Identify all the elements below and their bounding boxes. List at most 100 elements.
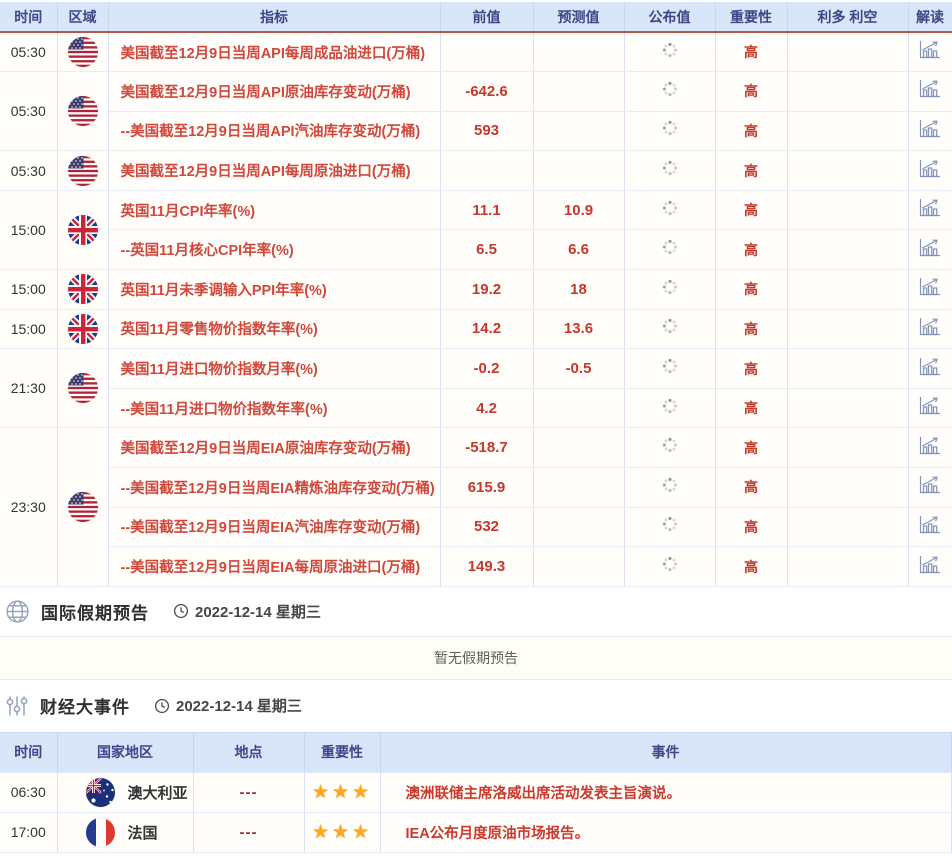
published-value-cell — [624, 348, 716, 389]
bull-bear-cell — [787, 111, 909, 152]
bull-bear-cell — [787, 32, 909, 73]
indicator-cell[interactable]: 英国11月CPI年率(%) — [108, 190, 441, 231]
au-flag-icon — [85, 777, 115, 807]
calendar-row: 15:00 英国11月零售物价指数年率(%) 14.2 13.6 高 — [0, 309, 952, 350]
indicator-cell[interactable]: 美国截至12月9日当周EIA原油库存变动(万桶) — [108, 427, 441, 469]
interpret-cell — [908, 427, 952, 469]
indicator-cell[interactable]: 英国11月零售物价指数年率(%) — [108, 309, 441, 350]
bull-bear-cell — [787, 309, 909, 350]
bar-chart-arrow-icon[interactable] — [918, 395, 942, 416]
forecast-value-cell — [533, 388, 625, 429]
interpret-cell — [908, 467, 952, 508]
indicator-cell[interactable]: --美国截至12月9日当周API汽油库存变动(万桶) — [108, 111, 441, 152]
bar-chart-arrow-icon[interactable] — [918, 78, 942, 99]
published-value-cell — [624, 388, 716, 429]
bar-chart-arrow-icon[interactable] — [918, 435, 942, 456]
event-text-cell[interactable]: IEA公布月度原油市场报告。 — [380, 812, 952, 853]
indicator-cell[interactable]: 美国截至12月9日当周API原油库存变动(万桶) — [108, 71, 441, 112]
forecast-value-cell: 13.6 — [533, 309, 625, 350]
globe-icon — [5, 599, 30, 624]
interpret-cell — [908, 269, 952, 310]
col-header-time: 时间 — [0, 0, 58, 33]
indicator-cell[interactable]: --美国截至12月9日当周EIA精炼油库存变动(万桶) — [108, 467, 441, 508]
us-flag-icon — [67, 96, 98, 127]
time-cell: 05:30 — [0, 32, 58, 73]
events-section-title: 财经大事件 — [40, 698, 130, 718]
holiday-section-date: 2022-12-14 星期三 — [173, 601, 321, 622]
indicator-cell[interactable]: 美国截至12月9日当周API每周原油进口(万桶) — [108, 150, 441, 191]
indicator-cell[interactable]: 英国11月未季调输入PPI年率(%) — [108, 269, 441, 310]
bar-chart-arrow-icon[interactable] — [918, 118, 942, 139]
indicator-cell[interactable]: --美国截至12月9日当周EIA每周原油进口(万桶) — [108, 546, 441, 587]
bull-bear-cell — [787, 348, 909, 389]
region-flag-cell — [57, 71, 109, 152]
uk-flag-icon — [67, 274, 98, 305]
spinner-icon — [662, 318, 678, 334]
indicator-cell[interactable]: --美国11月进口物价指数年率(%) — [108, 388, 441, 429]
bar-chart-arrow-icon[interactable] — [918, 474, 942, 495]
calendar-header-row: 时间 区域 指标 前值 预测值 公布值 重要性 利多 利空 解读 — [0, 0, 952, 33]
bull-bear-cell — [787, 427, 909, 469]
bar-chart-arrow-icon[interactable] — [918, 514, 942, 535]
interpret-cell — [908, 388, 952, 429]
bar-chart-arrow-icon[interactable] — [918, 237, 942, 258]
events-table: 时间 国家地区 地点 重要性 事件 06:30 澳大利亚 --- ★★★ 澳洲联储主席洛… — [0, 731, 952, 853]
time-cell: 15:00 — [0, 269, 58, 310]
previous-value-cell: 19.2 — [440, 269, 534, 310]
star-icons: ★★★ — [311, 781, 373, 803]
previous-value-cell: 149.3 — [440, 546, 534, 587]
forecast-value-cell — [533, 427, 625, 469]
previous-value-cell — [440, 150, 534, 191]
col-header-bull-bear: 利多 利空 — [787, 0, 909, 33]
bar-chart-arrow-icon[interactable] — [918, 39, 942, 60]
previous-value-cell: 4.2 — [440, 388, 534, 429]
country-name: 法国 — [127, 824, 158, 842]
calendar-row: 23:30 美国截至12月9日当周EIA原油库存变动(万桶) -518.7 高 — [0, 427, 952, 587]
event-text-cell[interactable]: 澳洲联储主席洛威出席活动发表主旨演说。 — [380, 772, 952, 813]
forecast-value-cell: 6.6 — [533, 229, 625, 271]
clock-icon — [154, 698, 170, 714]
bar-chart-arrow-icon[interactable] — [918, 276, 942, 297]
importance-cell: 高 — [715, 269, 788, 310]
previous-value-cell: -642.6 — [440, 71, 534, 112]
event-time-cell: 17:00 — [0, 812, 58, 853]
published-value-cell — [624, 309, 716, 350]
previous-value-cell: 593 — [440, 111, 534, 152]
interpret-cell — [908, 309, 952, 350]
calendar-row: 15:00 英国11月CPI年率(%) 11.1 10.9 高 — [0, 190, 952, 271]
bull-bear-cell — [787, 388, 909, 429]
no-holiday-text: 暂无假期预告 — [434, 649, 518, 666]
bar-chart-arrow-icon[interactable] — [918, 197, 942, 218]
bar-chart-arrow-icon[interactable] — [918, 316, 942, 337]
events-section-header: 财经大事件 2022-12-14 星期三 — [0, 680, 952, 732]
published-value-cell — [624, 507, 716, 548]
published-value-cell — [624, 190, 716, 231]
bull-bear-cell — [787, 507, 909, 548]
importance-cell: 高 — [715, 229, 788, 271]
previous-value-cell: 11.1 — [440, 190, 534, 231]
time-cell: 21:30 — [0, 348, 58, 429]
interpret-cell — [908, 150, 952, 191]
forecast-value-cell — [533, 111, 625, 152]
importance-cell: 高 — [715, 427, 788, 469]
bar-chart-arrow-icon[interactable] — [918, 356, 942, 377]
interpret-cell — [908, 507, 952, 548]
region-flag-cell — [57, 32, 109, 73]
indicator-cell[interactable]: 美国11月进口物价指数月率(%) — [108, 348, 441, 389]
published-value-cell — [624, 150, 716, 191]
bar-chart-arrow-icon[interactable] — [918, 158, 942, 179]
bull-bear-cell — [787, 546, 909, 587]
event-row: 17:00 法国 --- ★★★ IEA公布月度原油市场报告。 — [0, 812, 952, 853]
previous-value-cell: 532 — [440, 507, 534, 548]
calendar-row: 05:30 美国截至12月9日当周API每周原油进口(万桶) 高 — [0, 150, 952, 191]
col-header-published: 公布值 — [624, 0, 716, 33]
bar-chart-arrow-icon[interactable] — [918, 554, 942, 575]
indicator-cell[interactable]: --美国截至12月9日当周EIA汽油库存变动(万桶) — [108, 507, 441, 548]
previous-value-cell: -0.2 — [440, 348, 534, 389]
forecast-value-cell: -0.5 — [533, 348, 625, 389]
us-flag-icon — [67, 37, 98, 68]
interpret-cell — [908, 71, 952, 112]
calendar-row: 05:30 美国截至12月9日当周API每周成品油进口(万桶) 高 — [0, 32, 952, 73]
indicator-cell[interactable]: 美国截至12月9日当周API每周成品油进口(万桶) — [108, 32, 441, 73]
indicator-cell[interactable]: --英国11月核心CPI年率(%) — [108, 229, 441, 271]
